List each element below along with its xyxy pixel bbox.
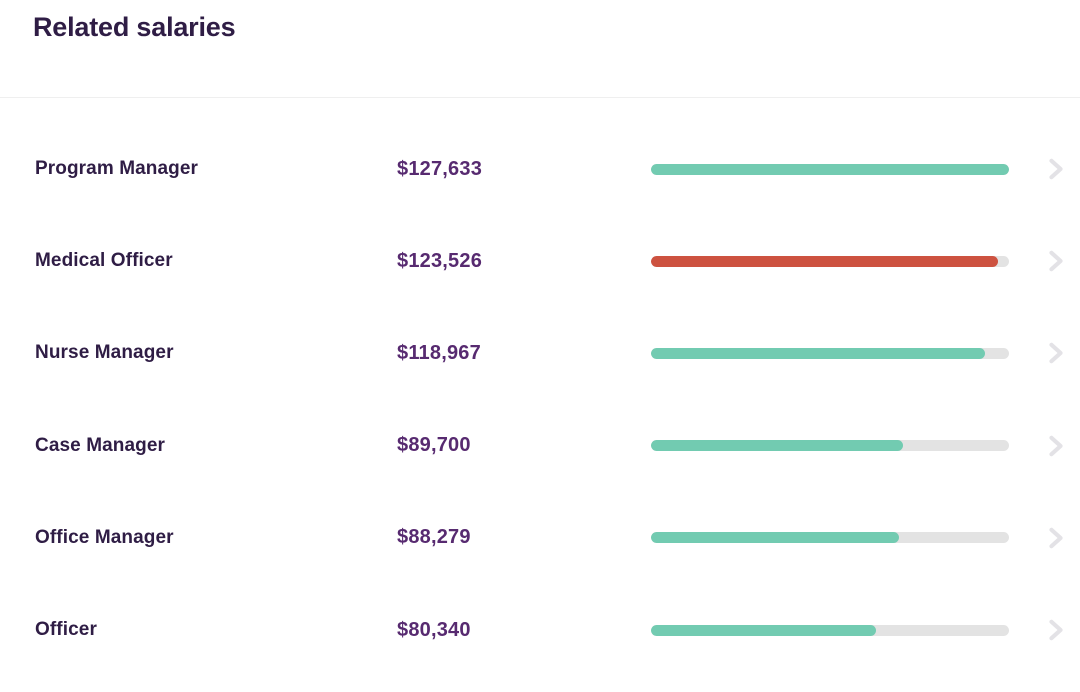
salary-bar-fill bbox=[651, 532, 899, 544]
salary-value: $127,633 bbox=[397, 157, 483, 180]
job-title: Office Manager bbox=[35, 526, 174, 548]
salary-row[interactable]: Program Manager $127,633 bbox=[0, 123, 1080, 215]
salary-row[interactable]: Officer $80,340 bbox=[0, 584, 1080, 676]
chevron-right-icon[interactable] bbox=[1045, 338, 1067, 368]
page-title: Related salaries bbox=[33, 12, 236, 42]
salary-list: Program Manager $127,633 Medical Officer… bbox=[0, 123, 1080, 676]
job-title: Medical Officer bbox=[35, 250, 173, 272]
salary-bar-fill bbox=[651, 255, 998, 267]
chevron-right-icon[interactable] bbox=[1045, 431, 1067, 461]
salary-bar-fill bbox=[651, 347, 985, 359]
salary-row[interactable]: Case Manager $89,700 bbox=[0, 400, 1080, 492]
salary-value: $123,526 bbox=[397, 249, 483, 272]
salary-value: $80,340 bbox=[397, 618, 471, 641]
salary-value: $88,279 bbox=[397, 526, 471, 549]
job-title: Officer bbox=[35, 619, 97, 641]
salary-bar bbox=[651, 347, 1009, 359]
salary-bar-fill bbox=[651, 624, 877, 636]
salary-bar bbox=[651, 163, 1009, 175]
job-title: Program Manager bbox=[35, 158, 199, 180]
related-salaries-header: Related salaries bbox=[0, 0, 1080, 98]
chevron-right-icon[interactable] bbox=[1045, 154, 1067, 184]
salary-bar-fill bbox=[651, 163, 1009, 175]
salary-bar bbox=[651, 440, 1009, 452]
job-title: Case Manager bbox=[35, 434, 166, 456]
salary-value: $89,700 bbox=[397, 434, 471, 457]
salary-row[interactable]: Nurse Manager $118,967 bbox=[0, 307, 1080, 399]
salary-bar-fill bbox=[651, 440, 903, 452]
salary-row[interactable]: Medical Officer $123,526 bbox=[0, 215, 1080, 307]
salary-value: $118,967 bbox=[397, 341, 481, 364]
salary-bar bbox=[651, 624, 1009, 636]
job-title: Nurse Manager bbox=[35, 342, 174, 364]
chevron-right-icon[interactable] bbox=[1045, 615, 1067, 645]
salary-bar bbox=[651, 532, 1009, 544]
chevron-right-icon[interactable] bbox=[1045, 523, 1067, 553]
salary-row[interactable]: Office Manager $88,279 bbox=[0, 492, 1080, 584]
chevron-right-icon[interactable] bbox=[1045, 246, 1067, 276]
salary-bar bbox=[651, 255, 1009, 267]
